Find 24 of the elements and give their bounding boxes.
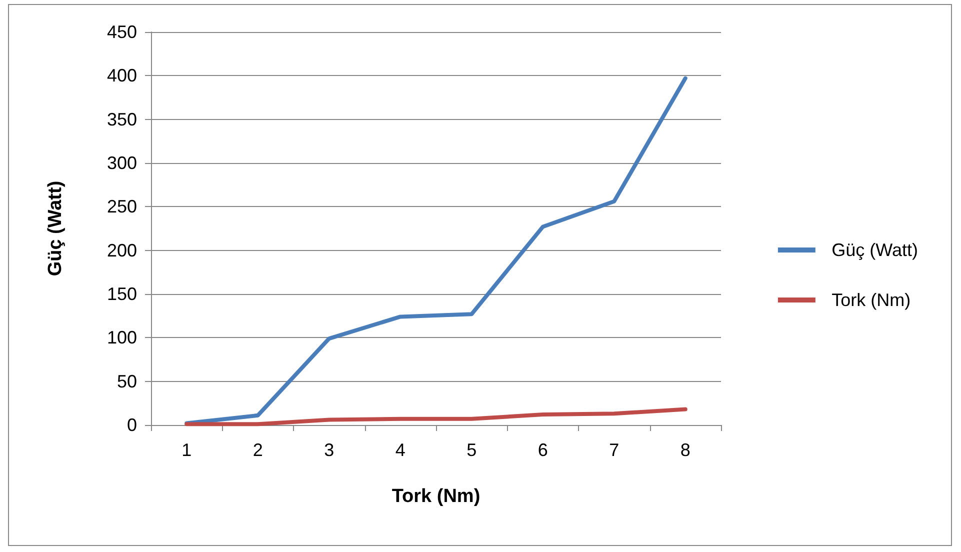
x-tick-label: 7 [609, 440, 620, 460]
y-tick-label: 0 [126, 415, 137, 435]
y-tick-label: 200 [106, 240, 137, 260]
x-tick-label: 4 [395, 440, 406, 460]
y-tick-label: 400 [106, 66, 137, 86]
y-tick-label: 250 [106, 196, 137, 217]
x-tick-label: 3 [324, 440, 334, 460]
y-tick-label: 50 [116, 371, 137, 392]
y-tick-label: 150 [106, 284, 137, 304]
line-series [184, 407, 688, 426]
x-tick-label: 1 [182, 440, 192, 460]
y-tick-label: 300 [106, 153, 137, 173]
x-tick-label: 5 [466, 440, 477, 460]
y-axis-title: Güç (Watt) [45, 180, 66, 276]
x-tick-label: 2 [252, 440, 263, 460]
y-tick-label: 350 [106, 109, 137, 130]
x-tick-label: 8 [680, 440, 690, 460]
x-tick-label: 6 [538, 440, 548, 460]
y-tick-label: 450 [106, 22, 137, 42]
legend-label: Güç (Watt) [832, 240, 918, 260]
x-axis-title: Tork (Nm) [392, 486, 480, 507]
line-series [184, 76, 688, 426]
legend-label: Tork (Nm) [832, 290, 911, 310]
y-tick-label: 100 [106, 328, 137, 348]
